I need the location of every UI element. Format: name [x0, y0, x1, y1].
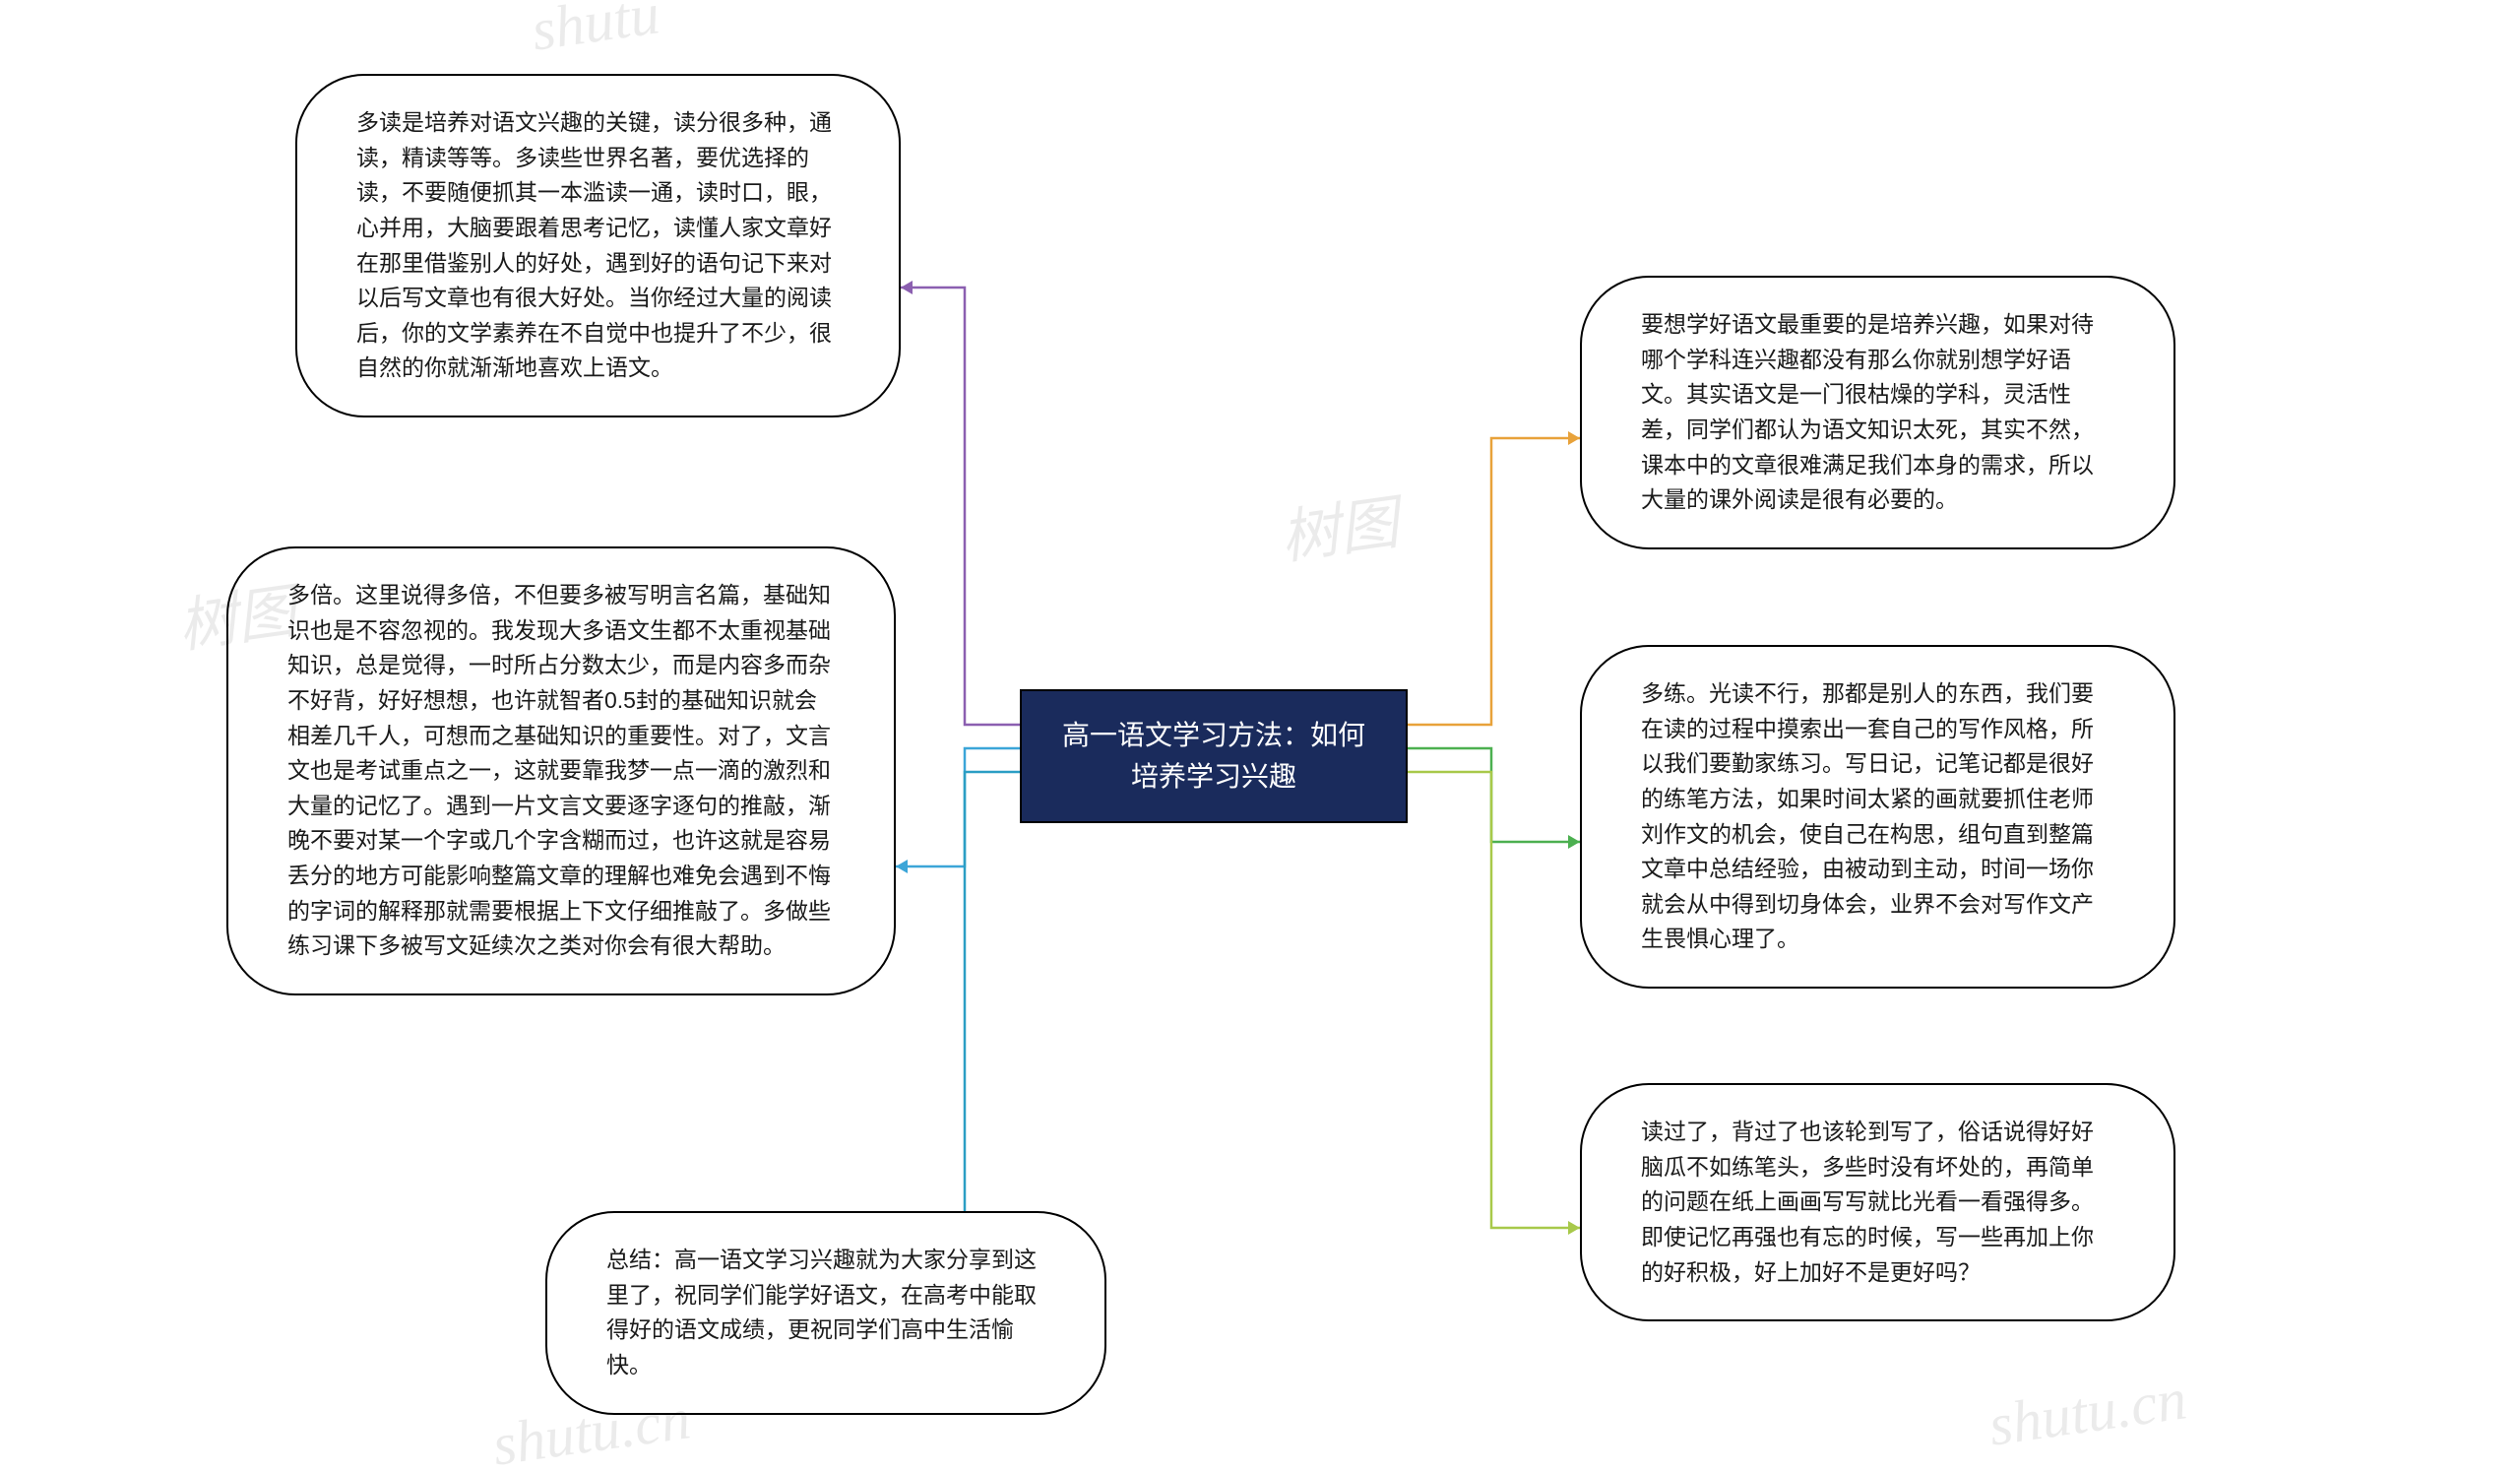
node-right-mid-text: 多练。光读不行，那都是别人的东西，我们要在读的过程中摸索出一套自己的写作风格，所… [1641, 676, 2114, 957]
watermark-5: shutu.cn [1984, 1365, 2190, 1459]
node-right-top: 要想学好语文最重要的是培养兴趣，如果对待哪个学科连兴趣都没有那么你就别想学好语文… [1580, 276, 2175, 549]
node-left-bottom: 总结：高一语文学习兴趣就为大家分享到这里了，祝同学们能学好语文，在高考中能取得好… [545, 1211, 1106, 1415]
connector-arrowhead [1568, 431, 1580, 445]
node-left-mid: 多倍。这里说得多倍，不但要多被写明言名篇，基础知识也是不容忽视的。我发现大多语文… [226, 546, 896, 995]
node-left-bottom-text: 总结：高一语文学习兴趣就为大家分享到这里了，祝同学们能学好语文，在高考中能取得好… [606, 1243, 1045, 1383]
node-left-top: 多读是培养对语文兴趣的关键，读分很多种，通读，精读等等。多读些世界名著，要优选择… [295, 74, 901, 417]
connector-arrowhead [1568, 835, 1580, 849]
watermark-3: 树图 [1275, 475, 1404, 576]
connector-line [896, 748, 1020, 866]
connector-line [901, 288, 1020, 725]
center-title-line2: 培养学习兴趣 [1053, 756, 1374, 798]
connector-arrowhead [896, 860, 908, 873]
node-left-top-text: 多读是培养对语文兴趣的关键，读分很多种，通读，精读等等。多读些世界名著，要优选择… [356, 105, 840, 386]
node-right-bottom: 读过了，背过了也该轮到写了，俗话说得好好脑瓜不如练笔头，多些时没有坏处的，再简单… [1580, 1083, 2175, 1321]
node-right-bottom-text: 读过了，背过了也该轮到写了，俗话说得好好脑瓜不如练笔头，多些时没有坏处的，再简单… [1641, 1115, 2114, 1290]
connector-line [1408, 438, 1580, 725]
connector-line [1408, 748, 1580, 842]
connector-arrowhead [901, 281, 913, 294]
connector-line [1408, 772, 1580, 1228]
watermark-2: shutu [528, 0, 663, 65]
center-title-line1: 高一语文学习方法：如何 [1053, 715, 1374, 756]
connector-arrowhead [1568, 1221, 1580, 1235]
center-node: 高一语文学习方法：如何 培养学习兴趣 [1020, 689, 1408, 823]
node-left-mid-text: 多倍。这里说得多倍，不但要多被写明言名篇，基础知识也是不容忽视的。我发现大多语文… [287, 578, 835, 964]
node-right-mid: 多练。光读不行，那都是别人的东西，我们要在读的过程中摸索出一套自己的写作风格，所… [1580, 645, 2175, 989]
node-right-top-text: 要想学好语文最重要的是培养兴趣，如果对待哪个学科连兴趣都没有那么你就别想学好语文… [1641, 307, 2114, 518]
